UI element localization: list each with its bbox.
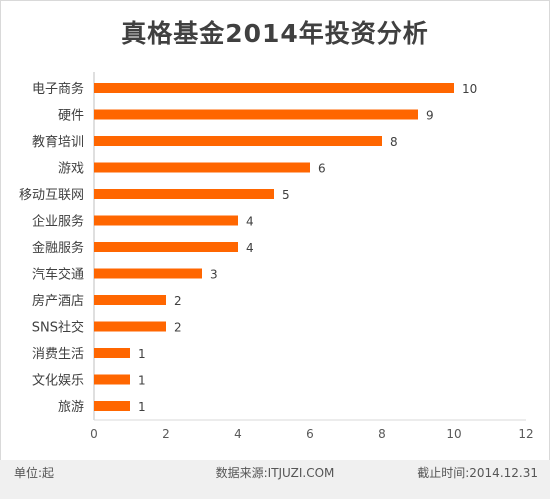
category-label: 汽车交通 — [32, 267, 84, 283]
category-label: 硬件 — [58, 109, 84, 124]
value-label: 6 — [318, 162, 326, 176]
bar — [94, 215, 238, 226]
value-label: 4 — [246, 215, 254, 229]
category-label: 金融服务 — [32, 240, 84, 256]
unit-label: 单位:起 — [14, 466, 55, 480]
bar — [94, 109, 418, 120]
bar — [94, 242, 238, 252]
category-label: 文化娱乐 — [32, 374, 84, 389]
value-label: 1 — [138, 400, 146, 414]
bars-group — [94, 83, 454, 411]
value-label: 4 — [246, 241, 254, 255]
category-label: 教育培训 — [32, 134, 84, 150]
category-label: 房产酒店 — [32, 293, 84, 309]
value-label: 9 — [426, 109, 434, 123]
category-label: 消费生活 — [32, 347, 84, 362]
x-tick-label: 8 — [378, 427, 386, 441]
category-label: SNS社交 — [32, 320, 84, 336]
value-label: 3 — [210, 268, 218, 282]
bar — [94, 295, 166, 305]
category-label: 电子商务 — [32, 81, 84, 97]
bar — [94, 162, 310, 173]
x-tick-label: 10 — [446, 427, 461, 441]
value-label: 2 — [174, 294, 182, 308]
x-tick-label: 4 — [234, 427, 242, 441]
value-label: 2 — [174, 321, 182, 335]
bar — [94, 401, 130, 411]
footer-bar: 单位:起 数据来源:ITJUZI.COM 截止时间:2014.12.31 — [0, 460, 550, 499]
chart-frame — [0, 0, 550, 461]
x-tick-label: 12 — [518, 427, 533, 441]
bar — [94, 321, 166, 332]
bar — [94, 136, 382, 146]
bar — [94, 374, 130, 385]
x-tick-label: 6 — [306, 427, 314, 441]
bar — [94, 268, 202, 279]
value-label: 8 — [390, 135, 398, 149]
bar — [94, 83, 454, 93]
value-label: 1 — [138, 374, 146, 388]
cutoff-date-label: 截止时间:2014.12.31 — [417, 466, 538, 480]
value-label: 5 — [282, 188, 290, 202]
category-label: 企业服务 — [32, 214, 84, 230]
value-label: 1 — [138, 347, 146, 361]
category-label: 旅游 — [58, 400, 84, 415]
chart-title: 真格基金2014年投资分析 — [121, 19, 429, 48]
x-tick-label: 2 — [162, 427, 170, 441]
value-label: 10 — [462, 82, 477, 96]
category-label: 移动互联网 — [19, 188, 84, 203]
value-labels: 10 9 8 6 5 4 4 3 2 2 1 1 1 — [138, 82, 477, 414]
x-tick-labels: 0 2 4 6 8 10 12 — [90, 427, 533, 441]
source-label: 数据来源:ITJUZI.COM — [215, 466, 335, 480]
bar — [94, 348, 130, 358]
category-label: 游戏 — [58, 162, 84, 177]
x-tick-label: 0 — [90, 427, 98, 441]
bar — [94, 189, 274, 199]
